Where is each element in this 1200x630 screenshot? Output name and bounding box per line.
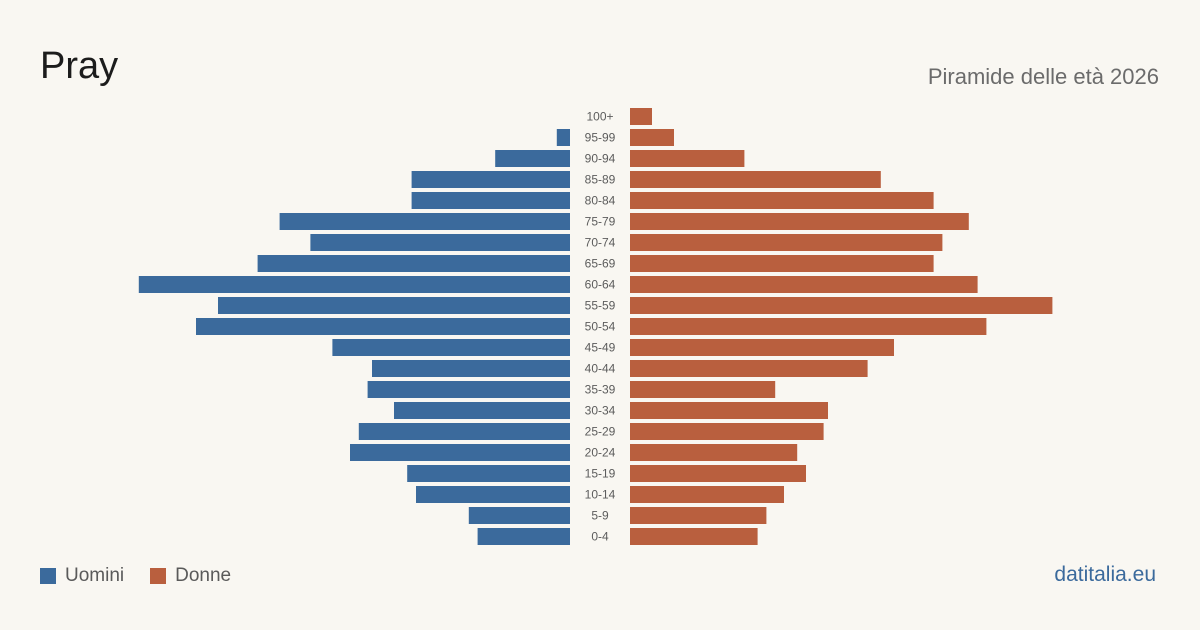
bar-men-65-69 [257,255,570,272]
bar-men-15-19 [407,465,570,482]
bar-women-90-94 [630,150,745,167]
age-label-10-14: 10-14 [585,488,616,502]
bar-women-20-24 [630,444,798,461]
bar-men-40-44 [372,360,570,377]
bar-men-75-79 [279,213,570,230]
bar-women-70-74 [630,234,943,251]
age-label-85-89: 85-89 [585,173,616,187]
age-label-30-34: 30-34 [585,404,616,418]
bar-women-50-54 [630,318,987,335]
bar-women-45-49 [630,339,894,356]
bar-women-25-29 [630,423,824,440]
bar-women-60-64 [630,276,978,293]
chart-subtitle: Piramide delle età 2026 [927,64,1159,89]
age-label-70-74: 70-74 [585,236,616,250]
bar-women-10-14 [630,486,784,503]
bar-men-30-34 [394,402,570,419]
age-label-65-69: 65-69 [585,257,616,271]
age-label-0-4: 0-4 [591,530,609,544]
age-label-20-24: 20-24 [585,446,616,460]
bar-men-70-74 [310,234,570,251]
bar-men-85-89 [411,171,570,188]
age-label-80-84: 80-84 [585,194,616,208]
legend-item-women: Donne [150,565,231,587]
bar-men-60-64 [138,276,571,293]
age-label-60-64: 60-64 [585,278,616,292]
bar-men-80-84 [411,192,570,209]
age-label-100+: 100+ [586,110,613,124]
bar-women-55-59 [630,297,1053,314]
age-label-50-54: 50-54 [585,320,616,334]
bar-men-25-29 [358,423,570,440]
bar-women-80-84 [630,192,934,209]
brand-link[interactable]: datitalia.eu [1054,563,1156,586]
age-label-40-44: 40-44 [585,362,616,376]
age-label-35-39: 35-39 [585,383,616,397]
legend-swatch-men [40,568,56,584]
bar-men-35-39 [367,381,570,398]
bar-women-15-19 [630,465,806,482]
age-label-45-49: 45-49 [585,341,616,355]
legend-label-women: Donne [175,565,232,586]
bar-women-30-34 [630,402,828,419]
bar-men-0-4 [477,528,570,545]
bar-women-100+ [630,108,652,125]
bar-men-55-59 [218,297,570,314]
age-label-15-19: 15-19 [585,467,616,481]
legend-swatch-women [150,568,167,584]
age-label-95-99: 95-99 [585,131,616,145]
age-axis-labels: 100+ 95-99 90-94 85-89 80-84 75-79 70-74 65-69 6… [585,110,616,544]
men-series [138,129,571,545]
bar-men-95-99 [556,129,570,146]
age-label-75-79: 75-79 [585,215,616,229]
women-series [630,108,1053,545]
bar-women-95-99 [630,129,674,146]
population-pyramid-chart: 100+ 95-99 90-94 85-89 80-84 75-79 70-74 65-69 6… [138,108,1053,545]
age-label-55-59: 55-59 [585,299,616,313]
bar-women-35-39 [630,381,776,398]
bar-men-5-9 [468,507,570,524]
bar-men-10-14 [416,486,570,503]
chart-legend: Uomini Donne [40,565,257,587]
legend-item-men: Uomini [40,565,124,587]
age-label-5-9: 5-9 [591,509,609,523]
bar-men-20-24 [350,444,570,461]
bar-women-65-69 [630,255,934,272]
bar-women-0-4 [630,528,758,545]
age-label-90-94: 90-94 [585,152,616,166]
bar-women-85-89 [630,171,881,188]
legend-label-men: Uomini [65,565,125,586]
bar-men-45-49 [332,339,570,356]
bar-women-75-79 [630,213,969,230]
bar-men-90-94 [495,150,570,167]
page-title: Pray [40,45,119,87]
bar-women-5-9 [630,507,767,524]
bar-men-50-54 [196,318,570,335]
age-label-25-29: 25-29 [585,425,616,439]
bar-women-40-44 [630,360,868,377]
